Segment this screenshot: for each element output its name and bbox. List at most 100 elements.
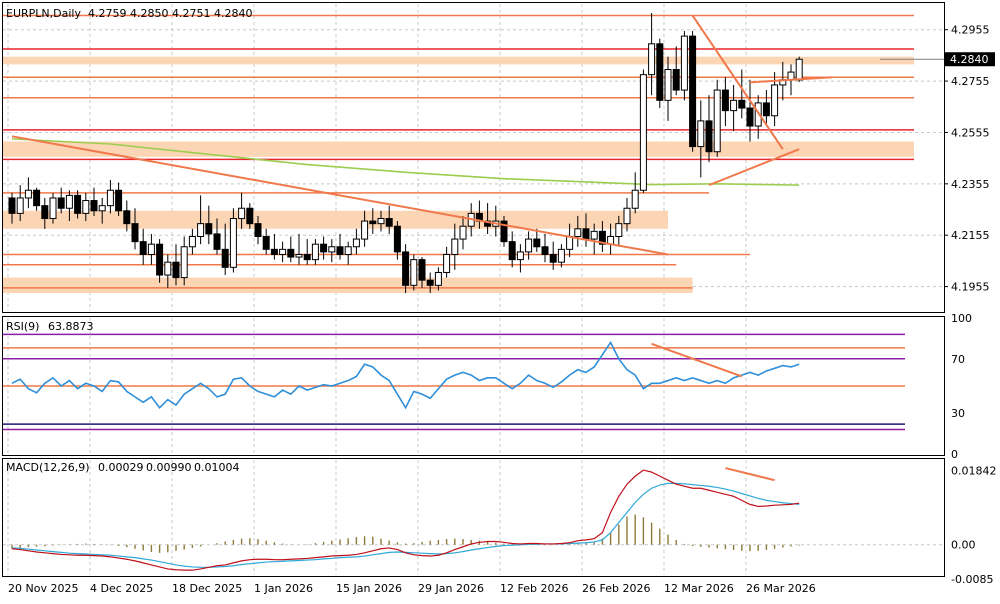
candle-body — [434, 271, 442, 286]
macd-y-tick-label: 0.00 — [951, 539, 976, 552]
rsi-y-tick-label: 70 — [951, 353, 965, 366]
candle-body — [639, 74, 647, 191]
candle-body — [115, 189, 123, 212]
candle-body — [598, 230, 606, 245]
candle-body — [352, 238, 360, 248]
candle-body — [287, 248, 295, 258]
candle-body — [180, 246, 188, 279]
candle-body — [762, 102, 770, 117]
price-zone — [3, 210, 668, 229]
candle-body — [377, 218, 385, 225]
macd-plot — [3, 467, 944, 571]
candle-body — [123, 210, 131, 225]
candle-body — [172, 261, 180, 279]
macd-header-value2: 0.00990 — [146, 461, 192, 474]
price-zone — [3, 56, 914, 65]
x-tick-label: 4 Dec 2025 — [90, 582, 153, 595]
candle-body — [156, 243, 164, 276]
main-header-close: 4.2840 — [214, 7, 253, 20]
candle-body — [656, 43, 664, 101]
candle-body — [508, 241, 516, 261]
candle-body — [557, 248, 565, 263]
candle-body — [459, 225, 467, 240]
candle-body — [705, 120, 713, 153]
candle-body — [65, 194, 73, 209]
main-header-open: 4.2759 — [88, 7, 127, 20]
candle-body — [713, 89, 721, 153]
x-tick-label: 18 Dec 2025 — [172, 582, 242, 595]
main-header-high: 4.2850 — [130, 7, 169, 20]
candle-body — [525, 238, 533, 253]
candle-body — [443, 253, 451, 273]
rsi-plot — [3, 333, 905, 431]
candle-body — [221, 248, 229, 268]
candle-body — [188, 235, 196, 248]
x-tick-label: 12 Feb 2026 — [500, 582, 568, 595]
candle-body — [197, 223, 205, 237]
candle-body — [418, 259, 426, 281]
candle-body — [582, 228, 590, 240]
candle-body — [623, 207, 631, 225]
x-tick-label: 15 Jan 2026 — [336, 582, 402, 595]
moving-average — [11, 138, 800, 186]
candles — [8, 12, 803, 294]
candle-body — [361, 220, 369, 240]
candle-body — [402, 251, 410, 286]
candle-body — [516, 251, 524, 261]
y-tick-label: 4.1955 — [951, 281, 990, 294]
candle-body — [279, 248, 287, 255]
main-panel-frame[interactable] — [2, 2, 945, 313]
rsi-line — [11, 340, 800, 410]
candle-body — [697, 120, 705, 148]
current-price-label: 4.2840 — [950, 53, 989, 66]
candle-body — [24, 189, 32, 199]
candle-body — [262, 235, 270, 250]
trendlines — [11, 15, 833, 256]
candle-body — [541, 246, 549, 255]
candle-body — [590, 230, 598, 240]
candle-body — [90, 200, 98, 212]
price-levels — [3, 14, 944, 289]
x-axis-labels: 20 Nov 2025 4 Dec 2025 18 Dec 2025 1 Jan 20… — [8, 582, 816, 595]
candle-body — [746, 107, 754, 127]
trendline — [691, 15, 784, 150]
candle-body — [213, 233, 221, 250]
candle-body — [672, 69, 680, 91]
x-tick-label: 1 Jan 2026 — [254, 582, 313, 595]
candle-body — [410, 259, 418, 286]
macd-panel-frame[interactable] — [2, 458, 945, 577]
candle-body — [738, 99, 746, 109]
rsi-y-tick-label: 0 — [951, 448, 958, 461]
candle-body — [49, 197, 57, 220]
candle-body — [106, 189, 114, 207]
y-tick-label: 4.2755 — [951, 75, 990, 88]
candle-body — [369, 220, 377, 225]
candle-body — [74, 194, 82, 214]
x-tick-label: 26 Feb 2026 — [582, 582, 650, 595]
rsi-panel-frame[interactable] — [2, 316, 945, 456]
candle-body — [566, 235, 574, 250]
candle-body — [730, 99, 738, 112]
candle-body — [41, 205, 49, 220]
candle-body — [82, 200, 90, 214]
candle-body — [574, 228, 582, 237]
x-tick-label: 20 Nov 2025 — [8, 582, 78, 595]
x-tick-label: 12 Mar 2026 — [664, 582, 734, 595]
price-zone — [3, 277, 693, 294]
candle-body — [533, 238, 541, 248]
candle-body — [615, 223, 623, 237]
candle-body — [131, 223, 139, 243]
candle-body — [451, 238, 459, 255]
candle-body — [680, 35, 688, 91]
rsi-y-tick-label: 100 — [951, 312, 972, 325]
candle-body — [500, 220, 508, 243]
trendline — [708, 148, 800, 187]
macd-y-tick-label: 0.01842 — [951, 464, 997, 477]
macd-header-name: MACD(12,26,9) — [6, 461, 90, 474]
current-price-box — [945, 52, 995, 67]
candle-body — [139, 241, 147, 255]
y-tick-label: 4.2955 — [951, 24, 990, 37]
candle-body — [246, 207, 254, 225]
candle-body — [385, 218, 393, 227]
